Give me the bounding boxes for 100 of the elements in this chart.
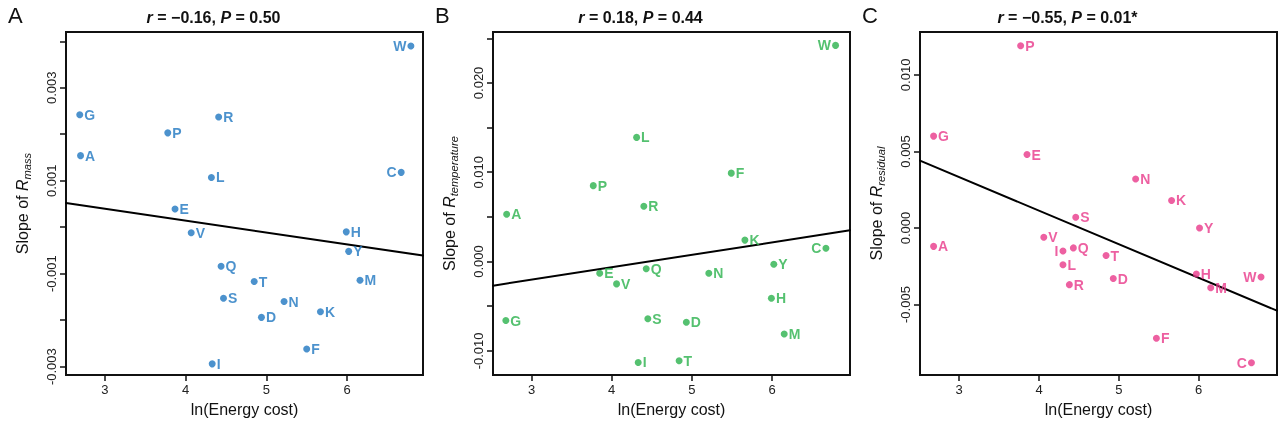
data-label: A bbox=[85, 147, 96, 164]
point bbox=[502, 317, 510, 325]
point bbox=[76, 111, 84, 119]
y-tick-label: 0.000 bbox=[898, 211, 913, 245]
data-label: L bbox=[641, 129, 651, 146]
data-label: W bbox=[1243, 269, 1258, 285]
data-label: Q bbox=[225, 258, 237, 275]
data-label: W bbox=[817, 37, 832, 54]
y-tick-label: 0.000 bbox=[471, 245, 486, 278]
x-axis-title: ln(Energy cost) bbox=[190, 400, 299, 418]
point bbox=[1109, 275, 1117, 283]
data-label: Q bbox=[1077, 239, 1089, 256]
data-label: R bbox=[648, 198, 659, 215]
x-tick-label: 6 bbox=[768, 382, 776, 397]
y-tick-label: 0.005 bbox=[898, 135, 913, 168]
x-tick-label: 6 bbox=[343, 382, 351, 397]
x-axis-title: ln(Energy cost) bbox=[617, 400, 726, 418]
data-label: F bbox=[311, 340, 321, 357]
point bbox=[644, 315, 652, 323]
data-label: R bbox=[1073, 276, 1084, 293]
point bbox=[220, 294, 227, 302]
x-tick-label: 5 bbox=[262, 382, 270, 397]
data-label: F bbox=[1160, 330, 1170, 347]
point bbox=[930, 242, 938, 250]
x-tick-label: 3 bbox=[527, 382, 536, 397]
point bbox=[207, 173, 215, 181]
data-label: C bbox=[1236, 354, 1247, 371]
y-tick-label: -0.005 bbox=[898, 286, 913, 323]
data-label: W bbox=[393, 37, 408, 54]
point bbox=[780, 330, 788, 338]
x-tick-label: 5 bbox=[1115, 382, 1123, 397]
y-tick-label: -0.001 bbox=[44, 255, 59, 293]
data-label: E bbox=[1031, 146, 1041, 163]
point bbox=[1152, 334, 1160, 342]
data-label: F bbox=[735, 165, 745, 182]
y-tick-label: -0.003 bbox=[44, 348, 59, 386]
data-label: D bbox=[690, 314, 701, 331]
x-tick-label: 3 bbox=[955, 382, 963, 397]
data-label: E bbox=[604, 265, 614, 282]
data-label: S bbox=[1080, 209, 1090, 226]
data-label: T bbox=[683, 352, 693, 369]
text: A bbox=[8, 2, 23, 28]
point bbox=[342, 228, 350, 236]
point bbox=[345, 247, 353, 255]
y-axis-title: Slope of Rresidual bbox=[868, 146, 887, 261]
point bbox=[1040, 233, 1048, 241]
data-label: S bbox=[228, 290, 238, 307]
data-label: G bbox=[84, 106, 96, 123]
x-tick-label: 4 bbox=[608, 382, 616, 397]
x-tick-label: 4 bbox=[181, 382, 190, 397]
data-label: T bbox=[1110, 247, 1120, 264]
point bbox=[1065, 281, 1073, 289]
y-axis-title: Slope of Rmass bbox=[14, 152, 33, 255]
data-label: D bbox=[1117, 270, 1128, 287]
point bbox=[1023, 151, 1031, 158]
data-label: H bbox=[350, 223, 361, 240]
data-label: C bbox=[386, 164, 397, 181]
point bbox=[832, 41, 840, 49]
data-label: Y bbox=[778, 256, 789, 273]
point bbox=[407, 42, 415, 50]
y-tick-label: 0.003 bbox=[44, 71, 59, 105]
point bbox=[930, 132, 938, 140]
point bbox=[1196, 224, 1204, 232]
point bbox=[613, 280, 621, 288]
y-tick-label: 0.001 bbox=[44, 164, 59, 197]
point bbox=[1192, 270, 1200, 278]
point bbox=[257, 313, 265, 321]
point bbox=[642, 265, 650, 273]
text: C bbox=[862, 2, 878, 28]
data-label: P bbox=[172, 124, 182, 141]
chart-title: r = −0.55, P = 0.01* bbox=[997, 8, 1139, 26]
data-label: N bbox=[288, 293, 299, 310]
point bbox=[822, 244, 830, 252]
y-tick-label: 0.010 bbox=[471, 155, 486, 189]
point bbox=[640, 202, 648, 210]
point bbox=[1017, 42, 1025, 50]
y-tick-label: 0.020 bbox=[471, 66, 486, 100]
point bbox=[767, 294, 775, 302]
data-label: K bbox=[749, 232, 760, 249]
data-label: R bbox=[223, 109, 234, 126]
data-label: S bbox=[652, 310, 662, 327]
data-label: G bbox=[938, 128, 950, 145]
point bbox=[675, 357, 683, 365]
data-label: V bbox=[621, 275, 632, 292]
point bbox=[1069, 244, 1077, 252]
point bbox=[1132, 175, 1140, 183]
point bbox=[503, 210, 511, 218]
point bbox=[217, 262, 225, 270]
point bbox=[705, 269, 713, 277]
data-label: L bbox=[1067, 256, 1077, 273]
data-label: N bbox=[713, 265, 724, 282]
point bbox=[77, 152, 85, 160]
text: B bbox=[435, 2, 450, 28]
point bbox=[303, 345, 311, 353]
data-label: A bbox=[511, 206, 522, 223]
data-label: I bbox=[216, 355, 221, 372]
data-label: Y bbox=[1204, 220, 1215, 236]
point bbox=[770, 260, 778, 268]
data-label: K bbox=[324, 303, 336, 320]
x-tick-label: 3 bbox=[101, 382, 109, 397]
